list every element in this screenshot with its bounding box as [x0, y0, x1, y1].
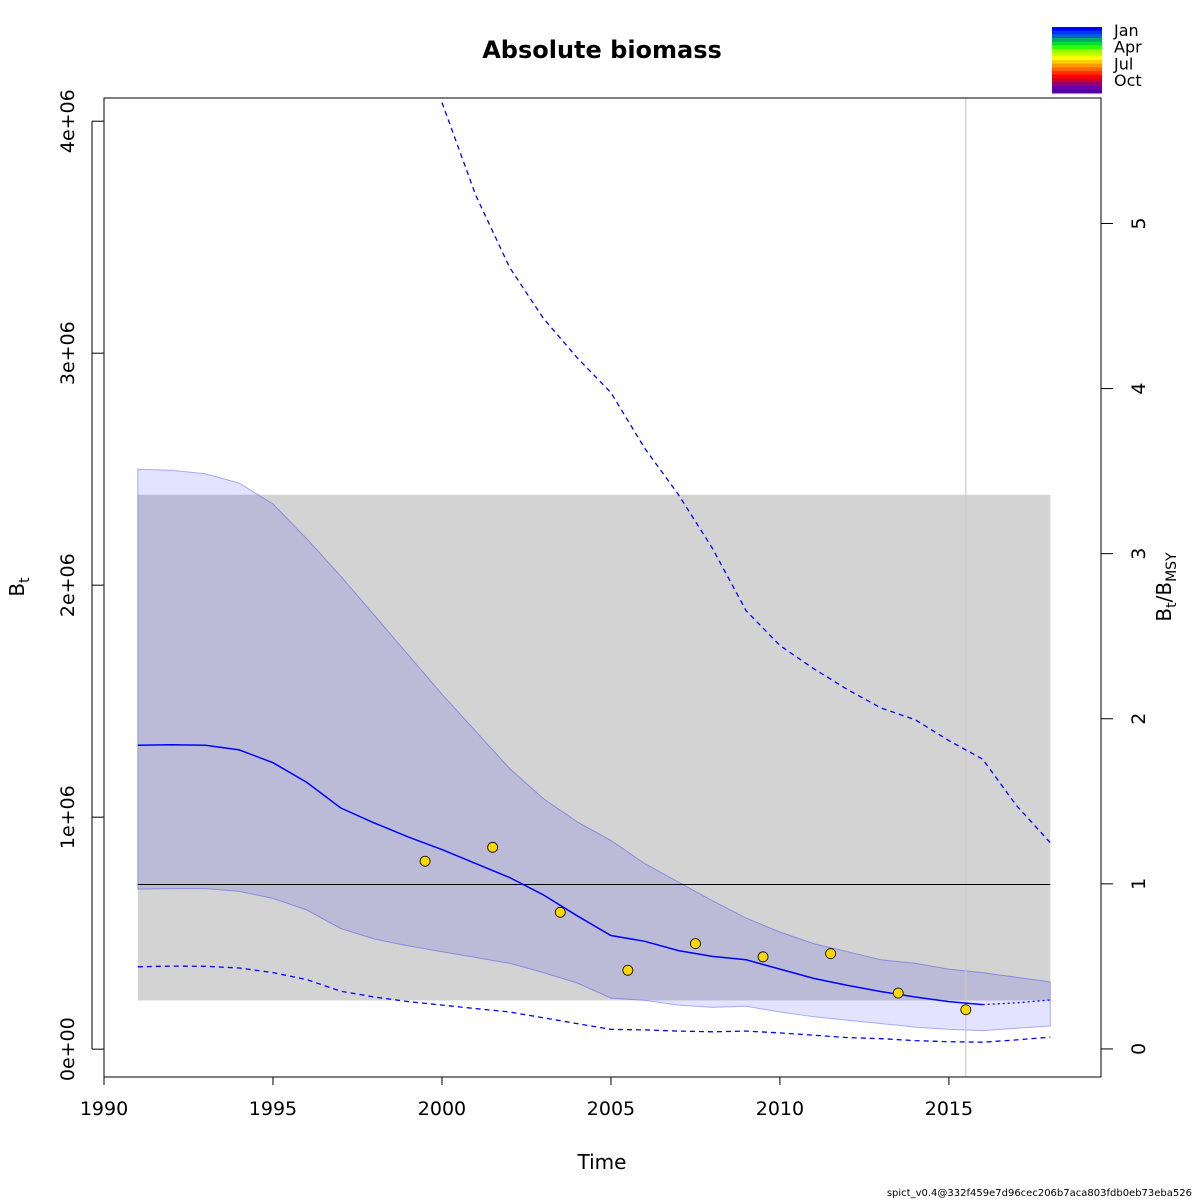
legend-color-strip [1052, 60, 1102, 65]
x-axis: 1990 1995 2000 2005 2010 2015 [80, 1076, 973, 1120]
observation-point [622, 964, 634, 976]
observation-point [825, 948, 837, 959]
upper-bound-dashed-line [441, 102, 1051, 844]
y-tick-label: 3e+06 [57, 321, 79, 385]
legend-label: Oct [1114, 71, 1142, 90]
x-tick-label: 1990 [80, 1098, 128, 1120]
y-tick-label: 1e+06 [57, 785, 79, 849]
observation-point [690, 938, 701, 950]
observation-point [757, 951, 769, 963]
observation-point [487, 841, 499, 853]
biomass-forecast-line [982, 999, 1051, 1006]
bmsy-ci-band [137, 494, 1051, 1001]
legend-color-strip [1052, 89, 1102, 94]
y2-tick-label: 5 [1128, 217, 1150, 229]
observation-point [960, 1004, 972, 1016]
secondary-y-axis-label: Bt/BMSY [1152, 552, 1180, 622]
legend-color-strip [1052, 38, 1102, 43]
legend-label: Apr [1114, 38, 1142, 57]
x-tick-label: 2000 [418, 1098, 466, 1120]
legend-color-strip [1052, 34, 1102, 39]
chart-title: Absolute biomass [482, 36, 722, 64]
y2-tick-label: 1 [1128, 878, 1150, 890]
legend-color-strip [1052, 71, 1102, 76]
legend-color-strip [1052, 63, 1102, 68]
legend-color-strip [1052, 67, 1102, 72]
secondary-y-axis: 0 1 2 3 4 5 [1100, 217, 1150, 1055]
y2-label-main: B [1152, 608, 1176, 622]
legend-color-strip [1052, 85, 1102, 90]
y2-label-sub-msy: MSY [1164, 552, 1180, 582]
x-tick-label: 2015 [925, 1098, 973, 1120]
plot-area [103, 97, 1102, 1078]
legend-color-strip [1052, 45, 1102, 50]
lower-bound-dashed-line [137, 965, 1051, 1043]
y2-tick-label: 2 [1128, 713, 1150, 725]
y2-tick-label: 3 [1128, 548, 1150, 560]
observation-point [419, 855, 431, 867]
observation-point [892, 987, 904, 999]
x-tick-label: 2005 [587, 1098, 635, 1120]
y2-label-sep: /B [1152, 582, 1176, 602]
legend-color-strip [1052, 52, 1102, 57]
y-axis-label-sub: t [17, 577, 33, 583]
y-axis: 0e+00 1e+06 2e+06 3e+06 4e+06 [57, 89, 104, 1081]
legend-color-strip [1052, 41, 1102, 46]
legend-label: Jul [1113, 54, 1133, 73]
y-tick-label: 0e+00 [57, 1017, 79, 1081]
y-tick-label: 4e+06 [57, 89, 79, 153]
legend-color-strip [1052, 82, 1102, 87]
y2-tick-label: 0 [1128, 1043, 1150, 1055]
version-footer: spict_v0.4@332f459e7d96cec206b7aca803fdb… [887, 1188, 1192, 1199]
observation-point [554, 906, 566, 918]
y-axis-label-main: B [5, 583, 29, 597]
legend-color-strip [1052, 74, 1102, 79]
y2-label-sub-t: t [1164, 602, 1180, 608]
biomass-ci-band [137, 468, 1051, 1032]
legend-color-strip [1052, 27, 1102, 32]
y-tick-label: 2e+06 [57, 553, 79, 617]
legend-color-strip [1052, 30, 1102, 35]
legend-color-strip [1052, 49, 1102, 54]
legend-label: Jan [1113, 21, 1139, 40]
y2-tick-label: 4 [1128, 383, 1150, 395]
y-axis-label: Bt [5, 577, 33, 597]
legend-color-strip [1052, 78, 1102, 83]
biomass-estimate-line [137, 744, 983, 1006]
legend-color-strip [1052, 56, 1102, 61]
x-tick-label: 2010 [756, 1098, 804, 1120]
x-axis-label: Time [577, 1150, 627, 1174]
x-tick-label: 1995 [249, 1098, 297, 1120]
